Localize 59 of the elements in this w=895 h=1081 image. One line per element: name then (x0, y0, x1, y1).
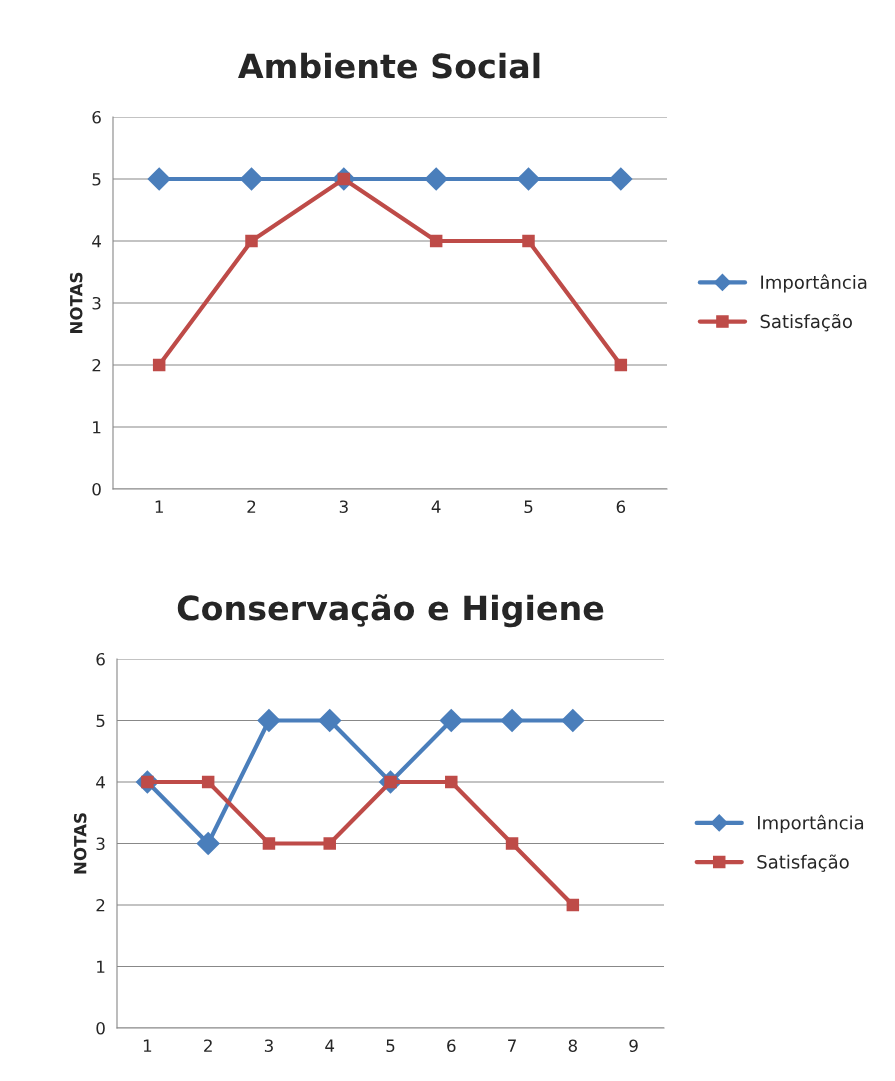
x-tick-label: 5 (386, 1039, 395, 1053)
legend-label: Satisfação (760, 313, 852, 332)
point (429, 234, 443, 248)
point (239, 167, 264, 191)
point (561, 708, 585, 733)
point (245, 234, 258, 248)
point (445, 775, 458, 789)
point (257, 708, 281, 733)
legend-label: Importância (761, 274, 867, 293)
y-tick-label: 4 (92, 235, 101, 248)
y-tick-label: 1 (93, 421, 101, 434)
y-tick-label: 1 (97, 960, 105, 973)
y-tick-label: 3 (96, 837, 105, 851)
legend-label: Satisfação (757, 854, 849, 872)
point (262, 837, 276, 850)
y-axis-title: NOTAS (73, 813, 87, 874)
x-tick-label: 8 (568, 1039, 577, 1053)
y-tick-label: 0 (92, 482, 101, 496)
x-tick-label: 2 (204, 1039, 212, 1052)
y-tick-label: 6 (96, 652, 105, 666)
point (323, 837, 336, 850)
x-tick-label: 4 (325, 1039, 335, 1052)
y-tick-label: 6 (92, 110, 101, 124)
x-tick-label: 7 (508, 1039, 516, 1052)
y-tick-label: 5 (96, 714, 105, 728)
y-tick-label: 3 (92, 296, 101, 310)
point (566, 898, 580, 912)
point (201, 775, 215, 789)
legend-label: Importância (758, 814, 864, 834)
point (516, 167, 541, 191)
chart-title: Conservação e Higiene (177, 594, 604, 628)
y-tick-label: 5 (92, 173, 101, 186)
y-tick-label: 0 (96, 1021, 105, 1035)
point (505, 837, 519, 850)
y-tick-label: 2 (92, 358, 101, 372)
point (522, 234, 535, 248)
point (317, 708, 342, 733)
point (439, 708, 464, 733)
x-tick-label: 5 (524, 500, 533, 514)
x-tick-label: 3 (264, 1039, 273, 1053)
point (147, 167, 171, 191)
y-tick-label: 2 (96, 898, 105, 912)
point (614, 358, 628, 372)
x-tick-label: 4 (431, 500, 441, 513)
chart-title: Ambiente Social (238, 52, 540, 79)
x-tick-label: 6 (447, 1039, 456, 1053)
x-tick-label: 2 (247, 500, 256, 513)
y-tick-label: 4 (96, 776, 105, 789)
x-tick-label: 3 (339, 500, 348, 514)
x-tick-label: 1 (143, 1039, 152, 1052)
x-tick-label: 1 (155, 500, 163, 513)
point (500, 708, 524, 733)
x-tick-label: 9 (629, 1039, 638, 1053)
point (196, 831, 220, 856)
point (152, 358, 166, 372)
y-axis-title: NOTAS (69, 272, 83, 334)
point (424, 167, 448, 191)
point (609, 167, 633, 191)
x-tick-label: 6 (616, 500, 626, 514)
